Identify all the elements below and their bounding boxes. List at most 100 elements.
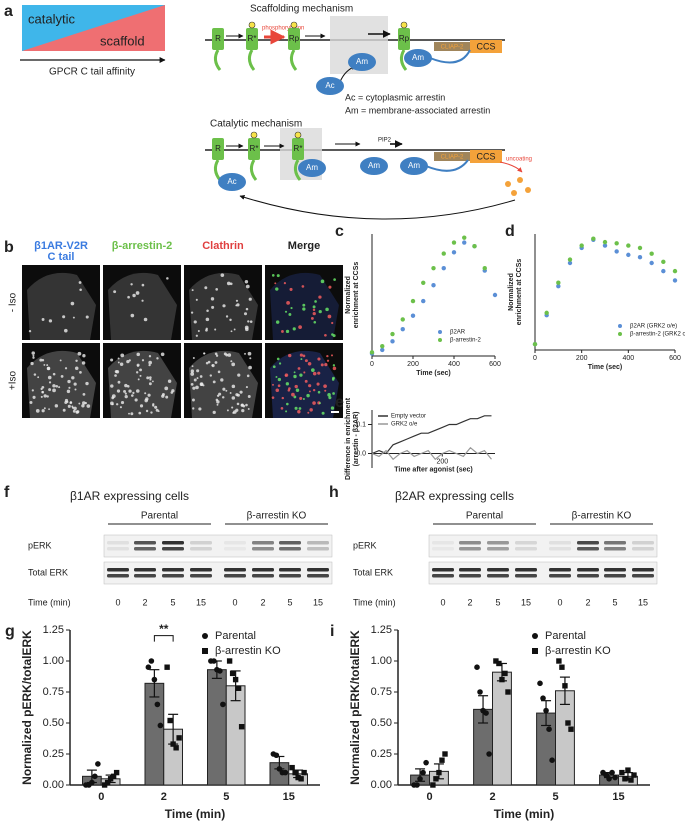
speckle [312, 308, 316, 312]
point [649, 251, 654, 256]
speckle [126, 385, 130, 388]
row-label: - Iso [8, 292, 19, 312]
speckle [326, 359, 330, 362]
x-tick-label: 0 [426, 791, 432, 803]
speckle [327, 393, 331, 397]
speckle [300, 358, 303, 361]
point [421, 280, 426, 285]
speckle [320, 279, 325, 284]
x-tick-label: 2 [161, 791, 167, 803]
line [371, 415, 492, 455]
speckle [318, 295, 322, 299]
panel-letter: d [505, 223, 515, 240]
ccs-box [470, 150, 502, 163]
speckle [199, 375, 203, 378]
speckle [304, 359, 308, 363]
speckle [73, 406, 77, 411]
speckle [330, 406, 335, 410]
lane-label: 0 [115, 597, 120, 607]
speckle [59, 359, 62, 362]
speckle [30, 361, 34, 366]
speckle [281, 396, 285, 400]
band [487, 574, 509, 578]
point [441, 265, 446, 271]
point [482, 265, 487, 271]
speckle [52, 384, 56, 388]
speckle [161, 394, 165, 398]
band [190, 574, 212, 578]
speckle [43, 364, 46, 366]
point [441, 251, 446, 256]
receptor [248, 138, 260, 160]
speckle [286, 300, 290, 305]
point [276, 766, 283, 772]
point [543, 707, 549, 714]
receptor-label: R* [248, 34, 257, 43]
lane-label: 5 [612, 597, 617, 607]
line [371, 446, 492, 461]
speckle [117, 361, 120, 364]
column-header: C tail [48, 251, 75, 263]
speckle [247, 320, 250, 323]
speckle [205, 317, 210, 322]
speckle [64, 400, 68, 405]
band [549, 547, 571, 551]
point [89, 779, 95, 786]
receptor-tail [213, 159, 222, 181]
band [162, 547, 184, 551]
point [417, 776, 423, 782]
speckle [247, 351, 252, 356]
x-tick-label: 400 [622, 355, 634, 362]
speckle [299, 353, 303, 357]
point [672, 268, 678, 274]
y-tick-label: 1.25 [371, 624, 392, 636]
speckle [288, 353, 292, 358]
point [423, 759, 429, 766]
speckle [290, 306, 293, 310]
x-tick-label: 200 [407, 361, 419, 368]
point [603, 772, 609, 778]
x-tick-label: 600 [489, 361, 501, 368]
point [369, 350, 375, 355]
point [298, 776, 304, 782]
speckle [308, 384, 312, 388]
speckle [291, 392, 295, 397]
receptor [292, 138, 304, 160]
speckle [55, 384, 59, 388]
receptor-label: R* [294, 144, 303, 153]
speckle [317, 357, 321, 361]
speckle [229, 318, 232, 322]
point [282, 769, 289, 776]
speckle [192, 407, 195, 410]
legend-marker [438, 338, 442, 342]
ligand [400, 21, 408, 29]
speckle [229, 392, 232, 394]
point [151, 676, 158, 683]
legend-marker [202, 648, 208, 654]
speckle [126, 359, 130, 364]
speckle [227, 353, 232, 357]
speckle [294, 384, 298, 389]
speckle [244, 280, 249, 284]
y-tick-label: 0.75 [371, 686, 392, 698]
band [515, 568, 537, 572]
point [229, 670, 236, 677]
speckle [216, 403, 219, 406]
speckle [241, 409, 245, 413]
ligand [250, 131, 258, 139]
speckle [316, 382, 320, 386]
lane-label: 2 [467, 597, 472, 607]
speckle [231, 406, 234, 409]
receptor-tail [289, 49, 298, 71]
point [273, 752, 280, 759]
receptor-label: R [215, 34, 221, 43]
y-tick-label: 0.00 [43, 779, 64, 791]
speckle [309, 408, 313, 412]
row-label: Total ERK [28, 567, 68, 577]
ccs-box [470, 40, 502, 53]
point [167, 717, 173, 724]
arrestin [348, 53, 376, 71]
speckle [138, 411, 142, 415]
point [602, 243, 608, 248]
speckle [81, 404, 85, 408]
